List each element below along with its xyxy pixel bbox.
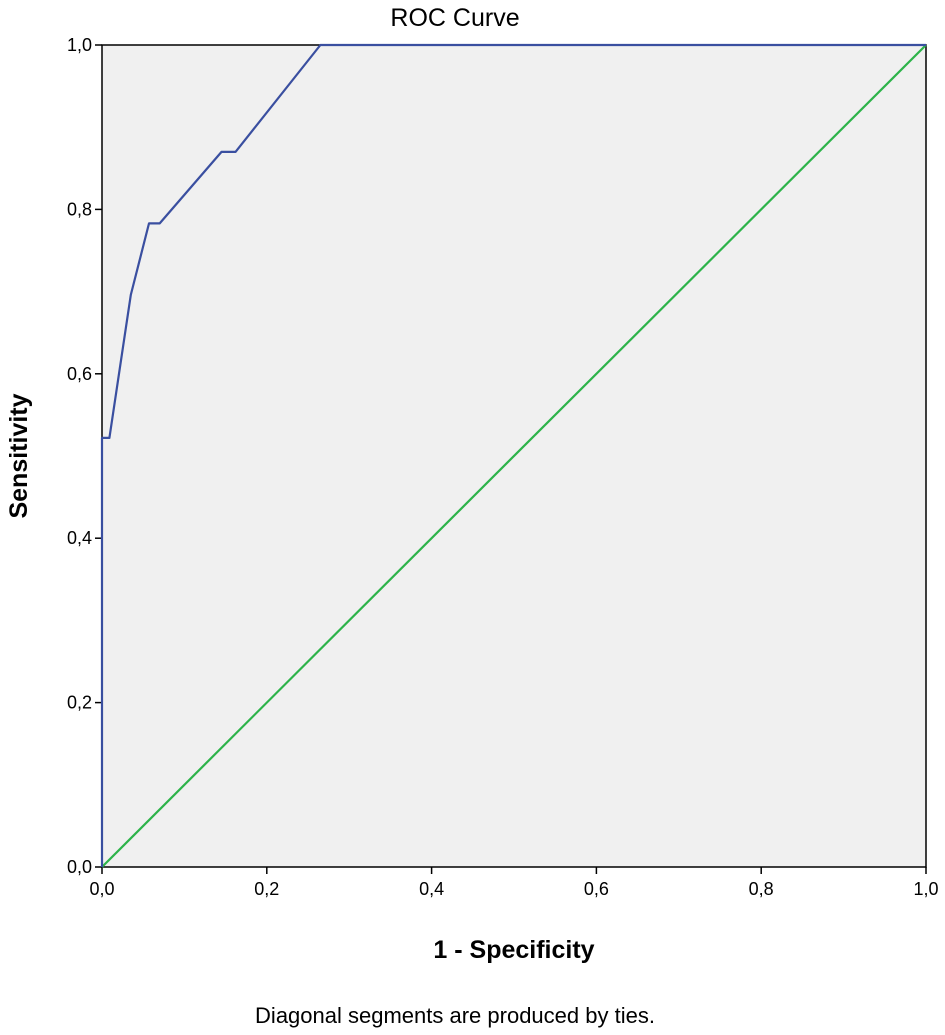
series-layer — [100, 43, 927, 868]
x-axis: 0,0 0,2 0,4 0,6 0,8 1,0 — [89, 867, 939, 899]
y-tick-label: 1,0 — [67, 35, 92, 55]
x-tick-label: 0,8 — [749, 879, 774, 899]
x-tick-label: 1,0 — [913, 879, 938, 899]
x-axis-title: 1 - Specificity — [433, 936, 594, 964]
y-tick-label: 0,6 — [67, 364, 92, 384]
roc-curve-line — [100, 43, 926, 867]
y-tick-label: 0,0 — [67, 857, 92, 877]
y-tick-label: 0,4 — [67, 528, 92, 548]
x-tick-label: 0,4 — [419, 879, 444, 899]
x-tick-label: 0,0 — [89, 879, 114, 899]
reference-diagonal-line — [101, 44, 927, 868]
y-tick-label: 0,8 — [67, 199, 92, 219]
footnote: Diagonal segments are produced by ties. — [255, 1003, 655, 1028]
x-tick-label: 0,6 — [584, 879, 609, 899]
y-axis-title: Sensitivity — [5, 393, 33, 518]
y-tick-label: 0,2 — [67, 693, 92, 713]
chart-title: ROC Curve — [390, 4, 519, 32]
y-axis: 0,0 0,2 0,4 0,6 0,8 1,0 — [67, 35, 102, 877]
x-tick-label: 0,2 — [254, 879, 279, 899]
